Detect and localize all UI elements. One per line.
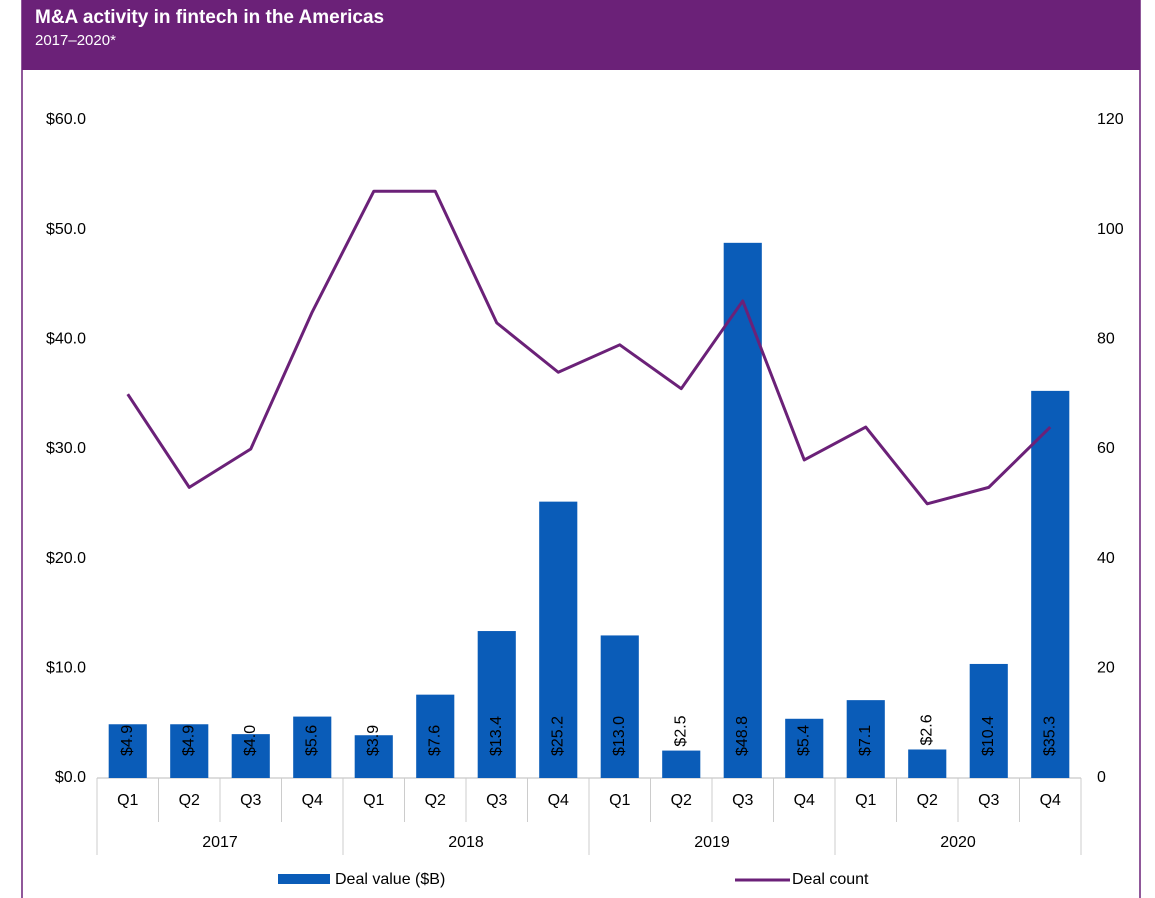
y2-tick-label: 80: [1097, 331, 1115, 348]
legend-label: Deal value ($B): [335, 871, 445, 888]
year-label: 2018: [448, 834, 484, 851]
x-tick-label: Q4: [1040, 792, 1061, 809]
bar: [108, 724, 147, 778]
x-tick-label: Q3: [486, 792, 507, 809]
bar-value-label: $5.4: [795, 725, 812, 756]
y2-tick-label: 40: [1097, 550, 1115, 567]
bar: [785, 718, 824, 778]
bar: [723, 242, 762, 778]
x-tick-label: Q3: [978, 792, 999, 809]
bar-value-label: $10.4: [980, 716, 997, 756]
bar: [662, 750, 701, 778]
y2-tick-label: 100: [1097, 221, 1124, 238]
bar-value-label: $7.1: [857, 725, 874, 756]
bar-value-label: $4.9: [180, 725, 197, 756]
bar: [354, 735, 393, 778]
bar-value-label: $2.6: [918, 714, 935, 745]
bar: [969, 663, 1008, 778]
x-tick-label: Q2: [917, 792, 938, 809]
y-tick-label: $40.0: [46, 331, 86, 348]
x-tick-label: Q1: [117, 792, 138, 809]
y2-tick-label: 120: [1097, 111, 1124, 128]
y-tick-label: $30.0: [46, 440, 86, 457]
bar-value-label: $13.4: [488, 716, 505, 756]
x-tick-label: Q1: [363, 792, 384, 809]
year-label: 2019: [694, 834, 730, 851]
bar-value-label: $5.6: [303, 725, 320, 756]
bar: [600, 635, 639, 778]
bar: [1031, 390, 1070, 778]
y-tick-label: $60.0: [46, 111, 86, 128]
x-tick-label: Q4: [548, 792, 569, 809]
bar-value-label: $4.9: [119, 725, 136, 756]
bar-value-label: $35.3: [1041, 716, 1058, 756]
y2-tick-label: 60: [1097, 440, 1115, 457]
x-tick-label: Q4: [302, 792, 323, 809]
bar-value-label: $25.2: [549, 716, 566, 756]
x-tick-label: Q2: [425, 792, 446, 809]
year-label: 2017: [202, 834, 238, 851]
bar-value-label: $3.9: [365, 725, 382, 756]
bar: [231, 734, 270, 778]
y-tick-label: $50.0: [46, 221, 86, 238]
x-tick-label: Q1: [609, 792, 630, 809]
x-tick-label: Q4: [794, 792, 815, 809]
chart-title: M&A activity in fintech in the Americas: [35, 7, 384, 28]
x-tick-label: Q3: [240, 792, 261, 809]
bar-value-label: $7.6: [426, 725, 443, 756]
y2-tick-label: 20: [1097, 660, 1115, 677]
x-tick-label: Q3: [732, 792, 753, 809]
x-tick-label: Q2: [179, 792, 200, 809]
bar: [846, 700, 885, 778]
x-tick-label: Q2: [671, 792, 692, 809]
x-tick-label: Q1: [855, 792, 876, 809]
bar-value-label: $4.0: [242, 725, 259, 756]
y-tick-label: $20.0: [46, 550, 86, 567]
y2-tick-label: 0: [1097, 769, 1106, 786]
bar: [170, 724, 209, 778]
year-label: 2020: [940, 834, 976, 851]
legend-label: Deal count: [792, 871, 869, 888]
bar: [539, 501, 578, 778]
bar-value-label: $2.5: [672, 715, 689, 746]
bar: [477, 631, 516, 778]
chart-subtitle: 2017–2020*: [35, 32, 116, 49]
bar: [908, 749, 947, 778]
legend-swatch: [278, 874, 330, 884]
bar: [416, 694, 455, 778]
bar-value-label: $48.8: [734, 716, 751, 756]
bar-value-label: $13.0: [611, 716, 628, 756]
y-tick-label: $10.0: [46, 660, 86, 677]
y-tick-label: $0.0: [55, 769, 86, 786]
bar: [293, 716, 332, 778]
header-band: [22, 0, 1140, 70]
line: [126, 189, 1052, 506]
